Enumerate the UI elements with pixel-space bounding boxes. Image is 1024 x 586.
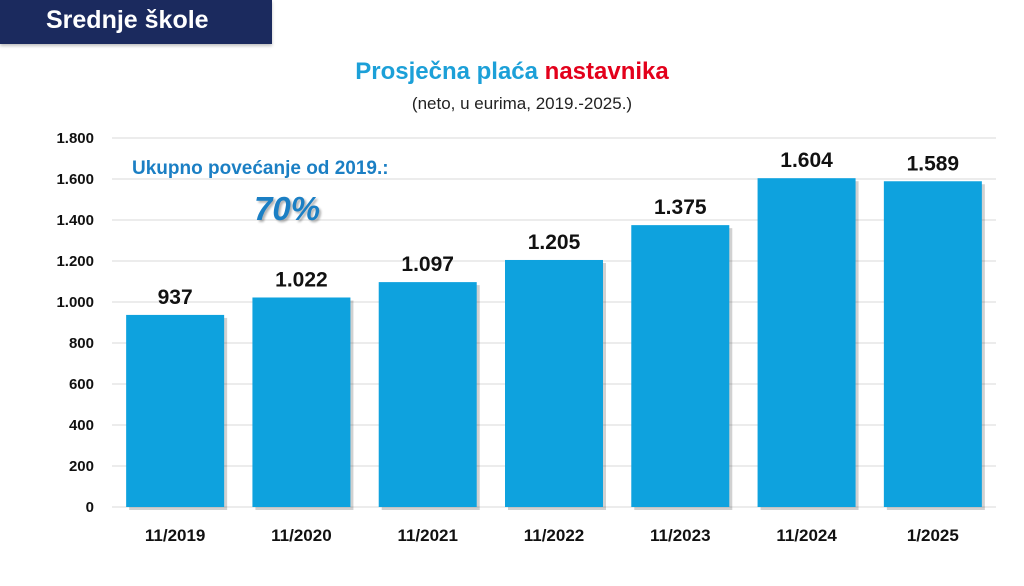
bar	[252, 297, 351, 507]
y-tick-label: 1.600	[56, 171, 94, 188]
data-label: 1.022	[275, 268, 328, 291]
section-header: Srednje škole	[0, 0, 272, 44]
section-header-label: Srednje škole	[46, 6, 209, 34]
bar	[505, 259, 603, 507]
data-label: 1.375	[654, 196, 707, 219]
x-tick-label: 11/2021	[397, 526, 458, 545]
x-tick-label: 11/2019	[145, 526, 206, 545]
x-axis-labels: 11/2019 11/2020 11/2021 11/2022 11/2023 11/20…	[145, 526, 959, 545]
y-tick-label: 1.800	[56, 130, 94, 147]
data-label: 937	[158, 286, 193, 309]
y-tick-label: 800	[69, 335, 94, 352]
chart-bars	[126, 178, 985, 510]
y-tick-label: 600	[69, 376, 94, 393]
bar	[631, 225, 730, 507]
chart-subtitle: (neto, u eurima, 2019.-2025.)	[411, 94, 633, 113]
bar	[883, 181, 982, 507]
x-tick-label: 1/2025	[907, 526, 959, 545]
x-tick-label: 11/2022	[524, 526, 585, 545]
x-tick-label: 11/2020	[271, 526, 332, 545]
bar	[126, 314, 225, 507]
chart-title: Prosječna plaća nastavnika	[0, 58, 1024, 86]
y-tick-label: 1.200	[56, 253, 94, 270]
data-labels: 937 1.022 1.097 1.205 1.375 1.604 1.589	[158, 149, 960, 309]
y-tick-label: 1.400	[56, 212, 94, 229]
data-label: 1.097	[401, 253, 454, 276]
increase-annotation: Ukupno povećanje od 2019.:	[132, 158, 389, 179]
x-tick-label: 11/2024	[776, 526, 837, 545]
y-axis-ticks: 0 200 400 600 800 1.000 1.200 1.400 1.600 1.800	[56, 130, 94, 516]
x-tick-label: 11/2023	[650, 526, 711, 545]
data-label: 1.604	[780, 149, 833, 172]
bar	[378, 282, 477, 507]
chart-title-accent: nastavnika	[544, 58, 669, 85]
chart-title-main: Prosječna plaća	[355, 58, 538, 85]
y-tick-label: 0	[86, 499, 94, 516]
y-tick-label: 200	[69, 458, 94, 475]
bar	[757, 178, 856, 507]
data-label: 1.205	[528, 231, 581, 254]
increase-percentage: 70%	[254, 190, 321, 227]
y-tick-label: 400	[69, 417, 94, 434]
y-tick-label: 1.000	[56, 294, 94, 311]
data-label: 1.589	[907, 152, 960, 175]
